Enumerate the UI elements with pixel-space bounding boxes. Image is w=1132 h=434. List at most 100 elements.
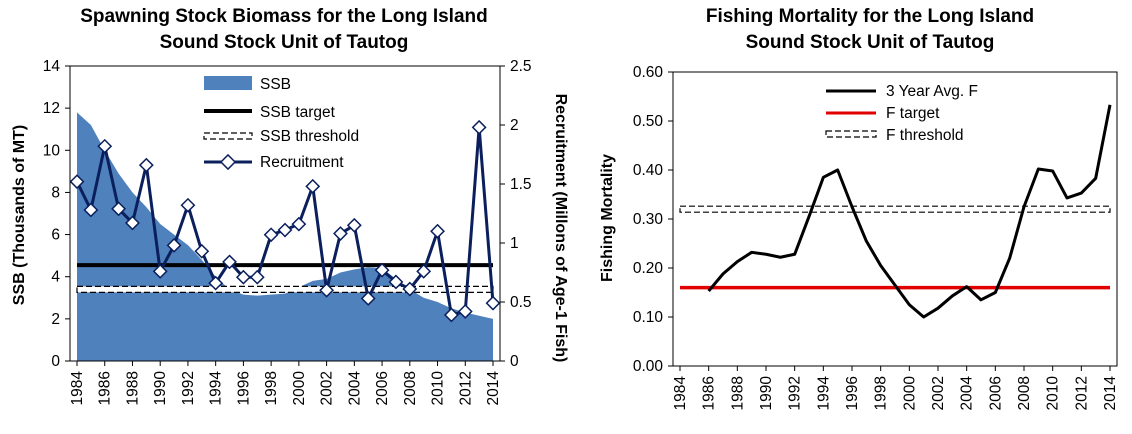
legend-ssb-swatch (204, 76, 252, 90)
chart1-y2-axis-label: Recruitment (Millons of Age-1 Fish) (552, 94, 569, 363)
y-tick-label-12: 12 (43, 100, 60, 117)
recruitment-point-2008 (402, 281, 418, 297)
y-tick-label-4: 4 (51, 269, 60, 286)
chart1-y2-ticks: 0 0.5 1 1.5 2 2.5 (500, 58, 532, 370)
chart2-title-line1: Fishing Mortality for the Long Island (706, 6, 1034, 27)
recruitment-point-2004 (346, 217, 362, 233)
recruitment-point-2000 (291, 216, 307, 232)
x-tick-label-2004: 2004 (346, 371, 363, 406)
f-x-tick-label-2010: 2010 (1045, 376, 1062, 411)
recruitment-point-1989 (138, 157, 154, 173)
x-tick-label-1984: 1984 (69, 371, 86, 406)
chart1-title-line1: Spawning Stock Biomass for the Long Isla… (80, 6, 488, 27)
chart2-y-axis-label: Fishing Mortality (599, 154, 616, 282)
y-tick-label-14: 14 (43, 58, 61, 75)
recruitment-point-1986 (97, 138, 113, 154)
chart2-reference-lines (679, 205, 1111, 290)
x-tick-label-1988: 1988 (124, 371, 141, 405)
x-tick-label-2008: 2008 (402, 371, 419, 405)
recruitment-point-1995 (222, 254, 237, 270)
f-y-tick-label-0.10: 0.10 (633, 309, 664, 326)
f-x-tick-label-2008: 2008 (1016, 376, 1033, 410)
y-tick-label-10: 10 (43, 142, 61, 159)
recruitment-point-2007 (388, 274, 404, 290)
recruitment-point-1988 (125, 215, 140, 231)
chart2-x-ticks: 1984 1986 1988 1990 1992 1994 1996 1998 2000 2002… (672, 366, 1119, 410)
recruitment-point-2012 (457, 304, 473, 319)
chart1-ssb-area (77, 112, 493, 361)
y2-tick-label-1: 1 (510, 235, 519, 252)
x-tick-label-1986: 1986 (97, 371, 114, 405)
recruitment-point-1990 (152, 263, 168, 279)
ssb-threshold-line (76, 285, 494, 293)
x-tick-label-2012: 2012 (457, 371, 474, 405)
legend-f-avg-label: 3 Year Avg. F (886, 83, 978, 100)
f-x-tick-label-2006: 2006 (987, 376, 1004, 410)
recruitment-point-1984 (69, 174, 85, 190)
chart1-frame (69, 65, 501, 362)
chart2-y-ticks: 0.00 0.10 0.20 0.30 0.40 0.50 0.60 (633, 64, 673, 375)
recruitment-point-1987 (111, 201, 127, 217)
ssb-area-path (77, 112, 493, 361)
recruitment-point-2011 (443, 307, 459, 323)
recruitment-point-2013 (471, 119, 487, 135)
f-x-tick-label-1992: 1992 (787, 376, 804, 410)
chart1-border (69, 65, 501, 362)
f-y-tick-label-0.40: 0.40 (633, 162, 664, 179)
y2-tick-label-2.5: 2.5 (510, 58, 532, 75)
legend-f-threshold-label: F threshold (886, 127, 964, 144)
f-threshold-line (679, 205, 1111, 213)
f-x-tick-label-2002: 2002 (930, 376, 947, 410)
recruitment-point-1992 (180, 197, 196, 213)
recruitment-point-1999 (277, 222, 293, 238)
x-tick-label-1992: 1992 (180, 371, 197, 405)
legend-f-target-label: F target (886, 105, 940, 122)
recruitment-point-2010 (430, 223, 445, 239)
chart1-legend: SSB SSB target SSB threshold Recruitment (203, 76, 359, 171)
chart2-title-line2: Sound Stock Unit of Tautog (746, 32, 995, 53)
f-y-tick-label-0.50: 0.50 (633, 113, 664, 130)
y-tick-label-6: 6 (51, 227, 60, 244)
f-x-tick-label-2014: 2014 (1102, 376, 1119, 411)
x-tick-label-2014: 2014 (485, 371, 502, 406)
chart2-legend: 3 Year Avg. F F target F threshold (825, 83, 978, 144)
x-tick-label-2000: 2000 (291, 371, 308, 406)
x-tick-label-2002: 2002 (319, 371, 336, 405)
y2-tick-label-0: 0 (510, 353, 519, 370)
f-x-tick-label-1996: 1996 (844, 376, 861, 410)
recruitment-point-1997 (249, 269, 265, 285)
x-tick-label-2006: 2006 (374, 371, 391, 405)
y2-tick-label-0.5: 0.5 (510, 294, 532, 311)
f-y-tick-label-0.60: 0.60 (633, 64, 664, 81)
recruitment-point-1994 (208, 275, 224, 291)
y2-tick-label-1.5: 1.5 (510, 176, 532, 193)
x-tick-label-1998: 1998 (263, 371, 280, 405)
recruitment-point-1998 (263, 227, 279, 243)
recruitment-point-1993 (194, 243, 210, 259)
recruitment-point-2014 (485, 295, 501, 311)
recruitment-point-1985 (83, 202, 99, 218)
recruitment-point-1996 (235, 269, 251, 285)
legend-ssb-threshold-label: SSB threshold (260, 128, 359, 145)
legend-ssb-label: SSB (260, 76, 291, 93)
chart2-f-series (707, 104, 1112, 319)
f-x-tick-label-2000: 2000 (901, 376, 918, 411)
f-x-tick-label-2012: 2012 (1073, 376, 1090, 410)
f-y-tick-label-0.20: 0.20 (633, 260, 664, 277)
recruitment-point-2009 (416, 263, 432, 279)
legend-recruitment-label: Recruitment (260, 154, 344, 171)
recruitment-point-2005 (360, 291, 376, 306)
chart1-recruitment-series (69, 119, 501, 323)
recruitment-point-2001 (305, 178, 321, 194)
f-x-tick-label-1988: 1988 (729, 376, 746, 410)
x-tick-label-2010: 2010 (430, 371, 447, 406)
f-x-tick-label-1990: 1990 (758, 376, 775, 411)
f-x-tick-label-1986: 1986 (701, 376, 718, 410)
x-tick-label-1990: 1990 (152, 371, 169, 406)
chart1-y-axis-label: SSB (Thousands of MT) (11, 125, 28, 305)
f-x-tick-label-1998: 1998 (873, 376, 890, 410)
f-avg-line (707, 104, 1112, 319)
chart1-y-ticks: 0 2 4 6 8 10 12 14 (43, 58, 70, 370)
f-x-tick-label-1984: 1984 (672, 376, 689, 411)
